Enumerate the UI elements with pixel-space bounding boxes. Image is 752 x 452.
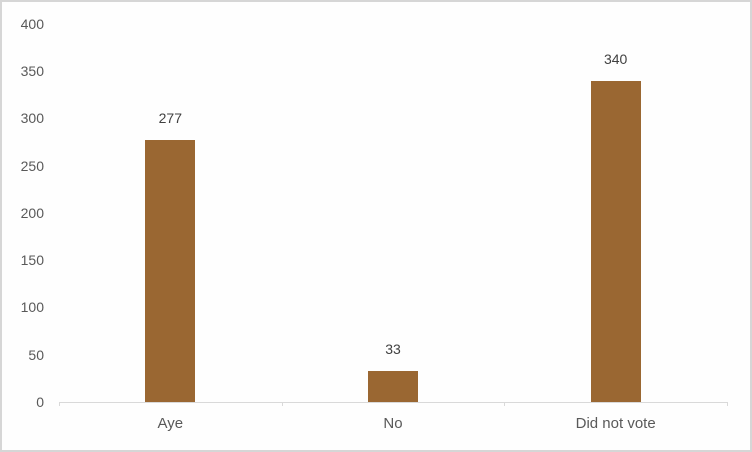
x-axis-line [59,402,727,403]
bar-no [368,370,418,402]
x-axis-tick [504,402,506,406]
bar-did-not-vote [590,80,641,402]
x-axis-tick [727,402,728,406]
data-label: 277 [158,110,182,127]
y-tick-label: 250 [20,157,44,174]
y-tick-label: 350 [20,63,44,80]
category-label: Aye [157,415,184,432]
data-label: 33 [385,340,401,357]
category-label: No [383,415,403,432]
x-axis-tick [281,402,283,406]
y-tick-label: 0 [36,394,44,410]
y-tick-label: 200 [20,204,44,221]
data-label: 340 [603,50,628,67]
category-label: Did not vote [575,415,656,432]
bar-aye [145,140,196,402]
y-tick-label: 400 [20,15,44,32]
y-tick-label: 100 [20,299,44,316]
x-axis-tick [59,402,60,406]
y-tick-label: 300 [20,110,44,127]
y-tick-label: 50 [28,346,44,363]
y-tick-label: 150 [20,252,44,269]
